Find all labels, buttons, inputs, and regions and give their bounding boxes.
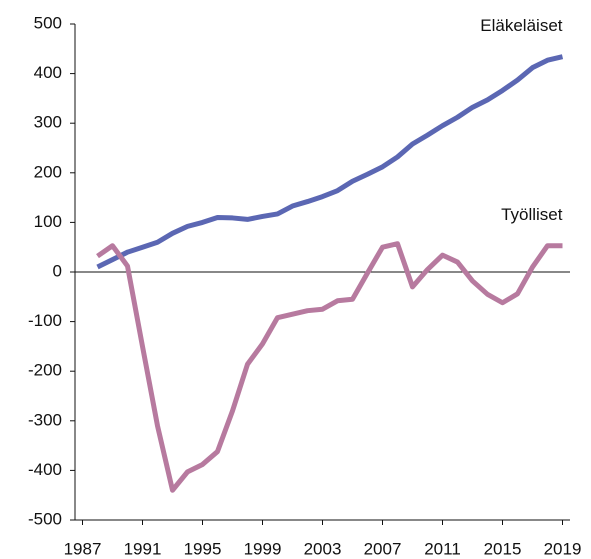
x-tick-label: 2011 [424, 539, 461, 558]
series-label: Eläkeläiset [480, 16, 562, 35]
y-tick-label: 0 [53, 261, 62, 280]
y-tick-label: -400 [28, 460, 62, 479]
y-tick-label: -100 [28, 311, 62, 330]
series-label: Työlliset [501, 205, 563, 224]
x-tick-label: 1987 [64, 539, 102, 558]
x-tick-label: 1995 [184, 539, 222, 558]
y-tick-label: 300 [34, 113, 62, 132]
y-tick-label: 400 [34, 63, 62, 82]
x-tick-label: 2019 [544, 539, 582, 558]
y-tick-label: 100 [34, 212, 62, 231]
x-tick-label: 2015 [484, 539, 522, 558]
y-tick-label: 200 [34, 162, 62, 181]
series-line [96, 241, 563, 493]
y-tick-label: -300 [28, 410, 62, 429]
y-tick-label: -500 [28, 509, 62, 528]
x-tick-label: 2003 [304, 539, 342, 558]
x-tick-label: 1999 [244, 539, 282, 558]
y-tick-label: -200 [28, 361, 62, 380]
y-tick-label: 500 [34, 13, 62, 32]
x-tick-label: 1991 [124, 539, 162, 558]
series-line [96, 54, 564, 270]
x-tick-label: 2007 [364, 539, 402, 558]
